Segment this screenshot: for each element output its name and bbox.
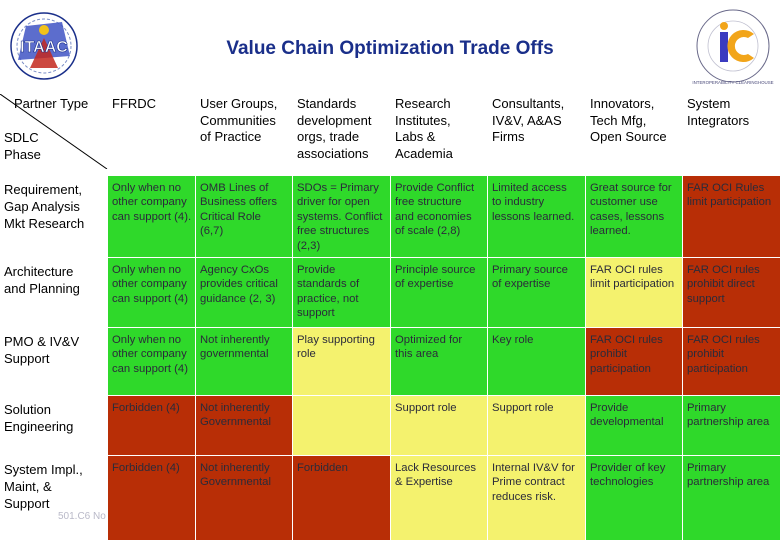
table-cell-green: Only when no other company can support (… xyxy=(108,176,196,258)
row-header-phase: Architecture and Planning xyxy=(4,264,80,296)
table-cell-red: Forbidden xyxy=(293,456,391,540)
itaac-shield-icon xyxy=(10,12,78,80)
clearinghouse-seal-icon xyxy=(696,9,770,83)
interoperability-clearinghouse-logo: INTEROPERABILITY CLEARINGHOUSE xyxy=(692,9,774,85)
table-cell-green: Agency CxOs provides critical guidance (… xyxy=(196,258,293,328)
table-cell-red: FAR OCI rules prohibit participation xyxy=(586,328,683,396)
table-cell-yellow: FAR OCI rules limit participation xyxy=(586,258,683,328)
table-cell-yellow: Play supporting role xyxy=(293,328,391,396)
table-cell-green: Limited access to industry lessons learn… xyxy=(488,176,586,258)
column-header-innovators: Innovators, Tech Mfg, Open Source xyxy=(590,96,667,144)
column-divider xyxy=(682,176,683,540)
itaac-logo-text: ITAAC xyxy=(20,39,68,56)
table-cell-yellow: Support role xyxy=(488,396,586,456)
column-divider xyxy=(292,176,293,540)
column-divider xyxy=(195,176,196,540)
row-divider xyxy=(0,175,780,176)
table-cell-red: FAR OCI Rules limit participation xyxy=(683,176,780,258)
clearinghouse-seal-text: INTEROPERABILITY CLEARINGHOUSE xyxy=(692,80,773,85)
column-header-system: System Integrators xyxy=(687,96,750,128)
row-header-phase: Solution Engineering xyxy=(4,402,74,434)
table-cell-red: FAR OCI rules prohibit direct support xyxy=(683,258,780,328)
table-cell-green: Provide standards of practice, not suppo… xyxy=(293,258,391,328)
table-cell-green: Provide Conflict free structure and econ… xyxy=(391,176,488,258)
table-cell-green: Primary partnership area xyxy=(683,396,780,456)
table-cell-green: Only when no other company can support (… xyxy=(108,328,196,396)
page-title: Value Chain Optimization Trade Offs xyxy=(226,38,554,59)
table-cell-red: FAR OCI rules prohibit participation xyxy=(683,328,780,396)
row-header-phase: System Impl., Maint, & Support xyxy=(4,462,83,511)
row-header-phase: Requirement, Gap Analysis Mkt Research xyxy=(4,182,85,231)
table-cell-red: Forbidden (4) xyxy=(108,456,196,540)
table-cell-green: Optimized for this area xyxy=(391,328,488,396)
table-cell-red: Forbidden (4) xyxy=(108,396,196,456)
table-cell-green: Primary partnership area xyxy=(683,456,780,540)
table-cell-green: Provider of key technologies xyxy=(586,456,683,540)
table-cell-green: Great source for customer use cases, les… xyxy=(586,176,683,258)
table-cell-red: Not inherently Governmental xyxy=(196,396,293,456)
table-cell-green: Key role xyxy=(488,328,586,396)
footer-note: 501.C6 No xyxy=(58,511,106,522)
column-header-standards: Standards development orgs, trade associ… xyxy=(297,96,372,161)
table-cell-yellow xyxy=(293,396,391,456)
column-divider xyxy=(390,176,391,540)
column-header-consultants: Consultants, IV&V, A&AS Firms xyxy=(492,96,565,144)
column-header-research: Research Institutes, Labs & Academia xyxy=(395,96,453,161)
table-cell-red: Not inherently Governmental xyxy=(196,456,293,540)
column-divider xyxy=(487,176,488,540)
column-header-ffrdc: FFRDC xyxy=(112,96,157,111)
corner-diagonal-line xyxy=(0,94,108,169)
corner-partner-type-label: Partner Type xyxy=(14,96,89,111)
corner-sdlc-phase-label: SDLC Phase xyxy=(4,130,41,162)
table-cell-green: Not inherently governmental xyxy=(196,328,293,396)
column-divider xyxy=(585,176,586,540)
table-cell-green: OMB Lines of Business offers Critical Ro… xyxy=(196,176,293,258)
table-cell-green: SDOs = Primary driver for open systems. … xyxy=(293,176,391,258)
itaac-logo: ITAAC xyxy=(10,12,78,80)
table-cell-green: Principle source of expertise xyxy=(391,258,488,328)
table-cell-green: Primary source of expertise xyxy=(488,258,586,328)
table-cell-green: Provide developmental xyxy=(586,396,683,456)
table-cell-yellow: Lack Resources & Expertise xyxy=(391,456,488,540)
table-cell-yellow: Support role xyxy=(391,396,488,456)
table-cell-yellow: Internal IV&V for Prime contract reduces… xyxy=(488,456,586,540)
table-cell-green: Only when no other company can support (… xyxy=(108,258,196,328)
column-header-user-groups: User Groups, Communities of Practice xyxy=(200,96,278,144)
row-header-phase: PMO & IV&V Support xyxy=(4,334,80,366)
